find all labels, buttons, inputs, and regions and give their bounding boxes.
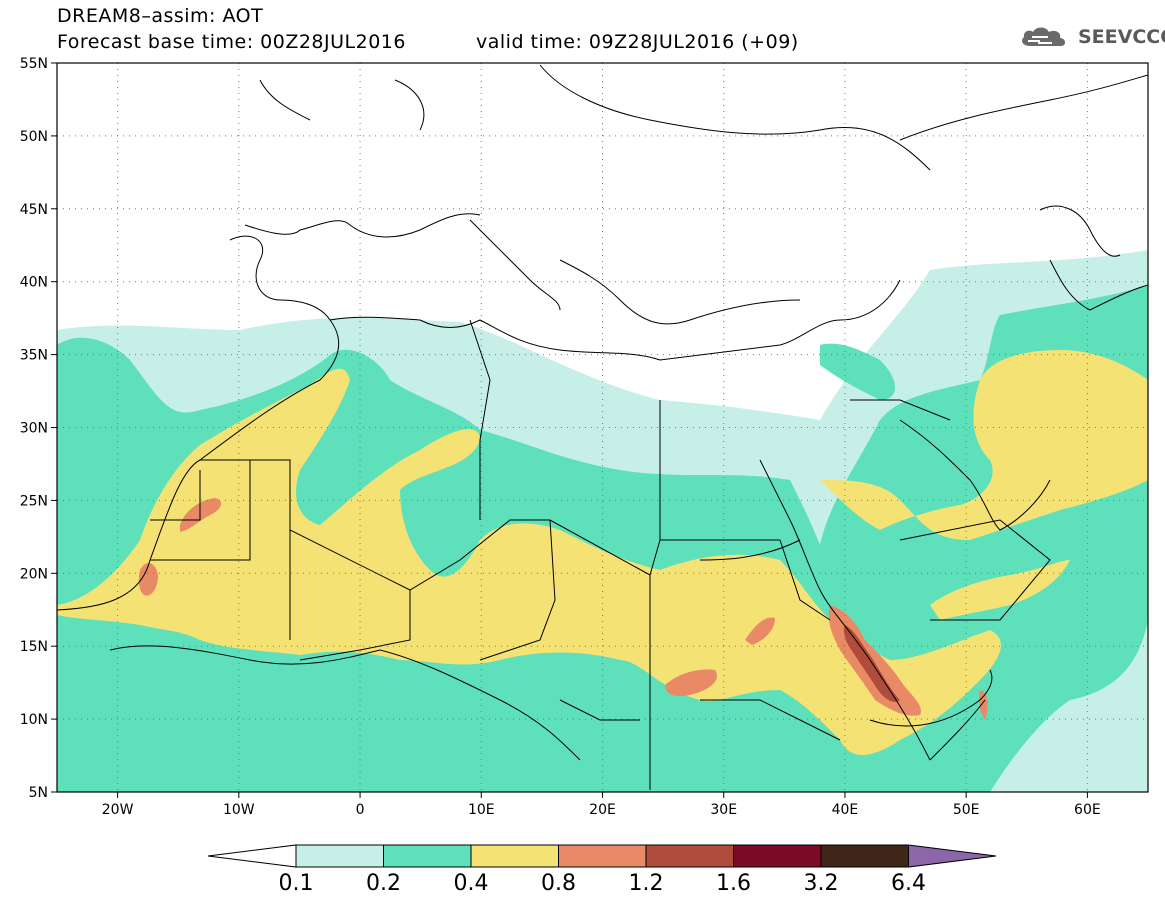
lon-tick-label: 30E	[710, 802, 737, 818]
lat-tick-label: 50N	[20, 129, 48, 145]
lat-tick-label: 15N	[20, 639, 48, 655]
lat-tick-label: 45N	[20, 202, 48, 218]
lon-tick-label: 20W	[102, 802, 134, 818]
colorbar-label: 0.8	[541, 871, 576, 896]
colorbar-label: 0.2	[366, 871, 401, 896]
colorbar-over-triangle	[908, 844, 997, 868]
longitude-axis: 20W 10W 0 10E 20E 30E 40E 50E 60E	[102, 792, 1101, 818]
lat-tick-label: 25N	[20, 493, 48, 509]
lat-tick-label: 55N	[20, 56, 48, 72]
colorbar-box	[470, 844, 559, 868]
colorbar-label: 1.6	[716, 871, 751, 896]
colorbar-box	[558, 844, 647, 868]
colorbar-box	[820, 844, 909, 868]
colorbar-box	[733, 844, 822, 868]
lon-tick-label: 50E	[953, 802, 980, 818]
seevccc-logo: SEEVCCC	[1018, 24, 1165, 50]
colorbar-label: 0.1	[279, 871, 314, 896]
colorbar-box	[295, 844, 384, 868]
colorbar-label: 0.4	[454, 871, 489, 896]
cloud-icon	[1022, 27, 1066, 46]
logo-text: SEEVCCC	[1078, 26, 1165, 48]
forecast-base-time: Forecast base time: 00Z28JUL2016	[57, 31, 406, 53]
latitude-axis: 55N 50N 45N 40N 35N 30N 25N 20N 15N 10N 5N	[20, 56, 57, 801]
colorbar-label: 6.4	[891, 871, 926, 896]
lat-tick-label: 35N	[20, 348, 48, 364]
colorbar-under-triangle	[207, 844, 297, 868]
colorbar-label: 3.2	[804, 871, 839, 896]
lat-tick-label: 40N	[20, 275, 48, 291]
lon-tick-label: 10W	[223, 802, 255, 818]
lat-tick-label: 5N	[29, 785, 48, 801]
colorbar-label: 1.2	[629, 871, 664, 896]
coastlines	[57, 64, 1148, 790]
lat-tick-label: 30N	[20, 421, 48, 437]
valid-time: valid time: 09Z28JUL2016 (+09)	[476, 31, 799, 53]
aot-field	[57, 63, 1148, 792]
lat-tick-label: 20N	[20, 566, 48, 582]
lon-tick-label: 20E	[589, 802, 616, 818]
lon-tick-label: 10E	[468, 802, 495, 818]
colorbar-box	[383, 844, 472, 868]
lon-tick-label: 0	[356, 802, 365, 818]
lat-tick-label: 10N	[20, 712, 48, 728]
colorbar: 0.1 0.2 0.4 0.8 1.2 1.6 3.2 6.4	[207, 844, 997, 896]
lon-tick-label: 60E	[1074, 802, 1101, 818]
colorbar-box	[645, 844, 734, 868]
lon-tick-label: 40E	[832, 802, 859, 818]
chart-title: DREAM8–assim: AOT	[57, 5, 264, 27]
